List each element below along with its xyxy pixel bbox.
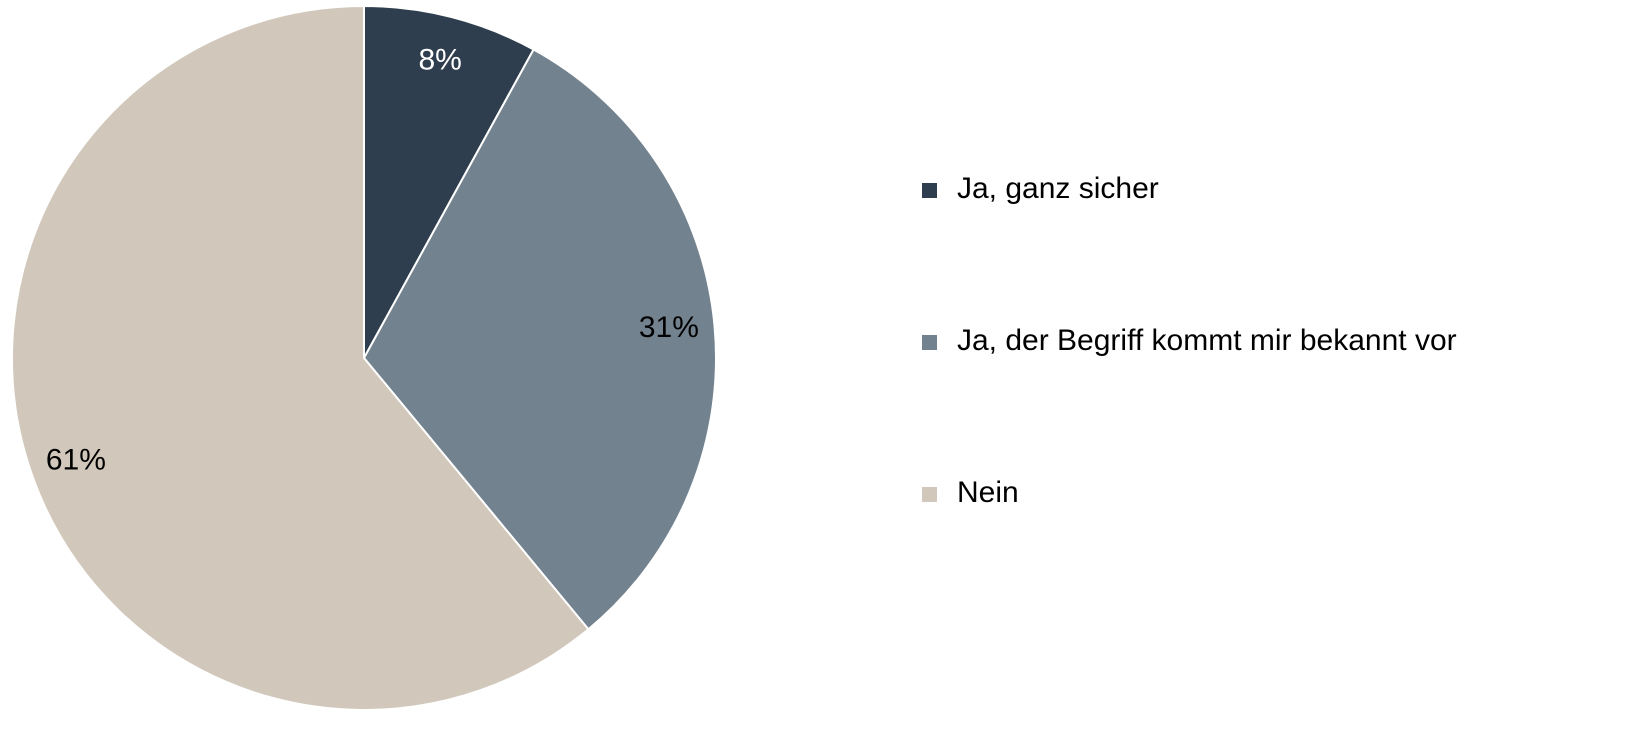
pie-slice [362, 48, 717, 631]
legend-label: Ja, ganz sicher [957, 172, 1159, 205]
legend-label: Nein [957, 476, 1019, 509]
pie-slice [11, 4, 590, 711]
legend-swatch [922, 487, 937, 502]
data-label: 31% [639, 311, 699, 344]
data-label: 8% [418, 43, 461, 76]
data-label: 61% [46, 444, 106, 477]
legend-swatch [922, 335, 937, 350]
legend-swatch [922, 183, 937, 198]
pie-slice [363, 4, 535, 359]
legend-label: Ja, der Begriff kommt mir bekannt vor [957, 324, 1457, 357]
